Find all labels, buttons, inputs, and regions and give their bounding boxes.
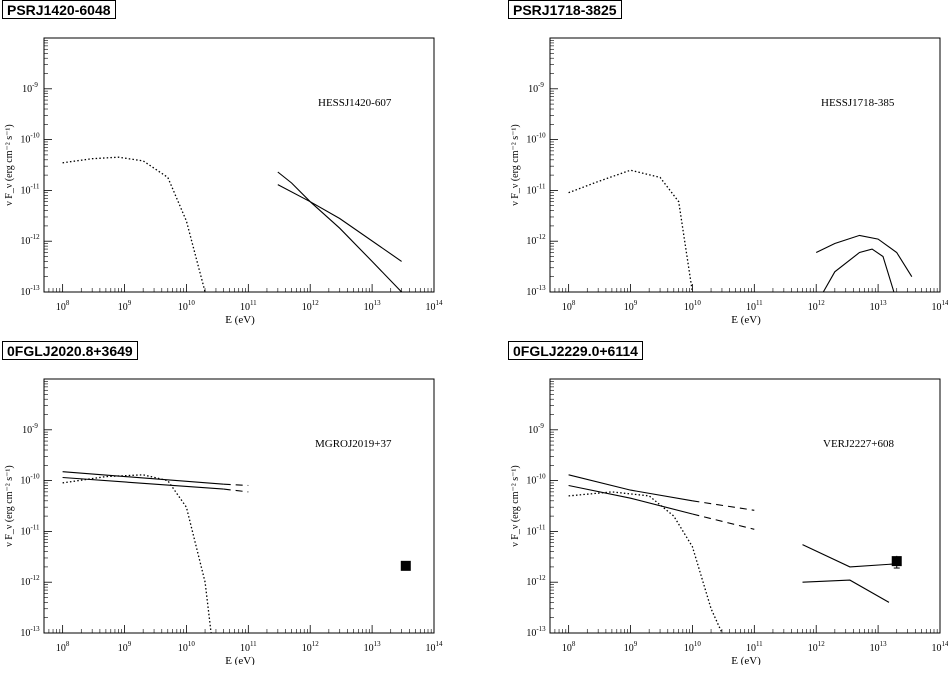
series-line-5 [63,475,212,633]
series-line-2 [816,235,912,276]
source-label: VERJ2227+608 [823,438,894,450]
x-tick-label: 1013 [364,640,382,654]
x-tick-label: 1012 [808,299,826,313]
y-axis-label: ν F_ν (erg cm⁻² s⁻¹) [510,124,521,206]
x-tick-label: 1012 [302,640,320,654]
sed-plot-4: 108 109 1010 1011 1012 1013 1014 10-13 10-12 10-1… [506,341,948,665]
y-tick-label: 10-13 [526,284,546,298]
x-tick-label: 1010 [684,640,702,654]
x-tick-label: 1012 [808,640,826,654]
x-tick-label: 1010 [684,299,702,313]
y-tick-label: 10-10 [526,132,546,146]
plot-frame [550,38,940,292]
y-tick-label: 10-10 [20,473,40,487]
y-tick-label: 10-11 [526,523,546,537]
chart-panel-4: 108 109 1010 1011 1012 1013 1014 10-13 10-12 10-1… [506,341,948,673]
y-tick-label: 10-10 [20,132,40,146]
y-tick-label: 10-13 [20,625,40,639]
series-line-5 [569,492,722,633]
y-tick-label: 10-11 [526,182,546,196]
x-tick-label: 1011 [746,640,763,654]
y-tick-label: 10-9 [528,81,544,95]
x-tick-label: 109 [624,640,638,654]
x-tick-label: 108 [56,640,70,654]
x-axis-label: E (eV) [225,655,255,665]
y-tick-label: 10-12 [526,233,546,247]
x-tick-label: 1010 [178,299,196,313]
sed-plot-3: 108 109 1010 1011 1012 1013 1014 10-13 10-12 10-1… [0,341,474,665]
series-line-3 [692,501,754,511]
x-axis-label: E (eV) [731,314,761,326]
x-tick-label: 1014 [932,640,948,654]
y-tick-label: 10-12 [526,574,546,588]
x-tick-label: 1013 [870,299,888,313]
y-tick-label: 10-13 [526,625,546,639]
x-tick-label: 1011 [746,299,763,313]
x-tick-label: 1011 [240,299,257,313]
x-tick-label: 109 [118,640,132,654]
x-tick-label: 1013 [364,299,382,313]
data-marker [892,556,902,566]
series-line-1 [63,472,224,485]
x-axis-label: E (eV) [731,655,761,665]
series-line-4 [224,489,249,492]
series-line-7 [803,580,890,602]
series-line-1 [569,475,693,501]
x-tick-label: 108 [562,299,576,313]
x-tick-label: 1010 [178,640,196,654]
series-line-1 [569,170,693,292]
series-line-2 [63,478,224,490]
source-label: HESSJ1420-607 [318,97,391,109]
x-axis-label: E (eV) [225,314,255,326]
series-line-6 [803,545,897,567]
x-tick-label: 1014 [426,299,444,313]
x-tick-label: 109 [118,299,132,313]
x-tick-label: 109 [624,299,638,313]
sed-plot-1: 108 109 1010 1011 1012 1013 1014 10-13 10-12 10-1… [0,0,474,332]
y-tick-label: 10-12 [20,574,40,588]
y-tick-label: 10-9 [22,81,38,95]
x-tick-label: 1014 [932,299,948,313]
panel-title: 0FGLJ2229.0+6114 [508,341,643,360]
y-tick-label: 10-11 [20,182,40,196]
y-axis-label: ν F_ν (erg cm⁻² s⁻¹) [4,465,15,547]
x-tick-label: 108 [56,299,70,313]
plot-frame [44,379,434,633]
source-label: MGROJ2019+37 [315,438,392,450]
chart-panel-3: 108 109 1010 1011 1012 1013 1014 10-13 10-12 10-1… [0,341,474,673]
series-line-3 [278,185,402,262]
plot-frame [550,379,940,633]
x-tick-label: 1011 [240,640,257,654]
x-tick-label: 108 [562,640,576,654]
series-line-2 [278,172,402,292]
source-label: HESSJ1718-385 [821,97,894,109]
series-line-3 [224,484,249,485]
y-axis-label: ν F_ν (erg cm⁻² s⁻¹) [510,465,521,547]
x-tick-label: 1014 [426,640,444,654]
panel-title: 0FGLJ2020.8+3649 [2,341,138,360]
panel-title: PSRJ1420-6048 [2,0,116,19]
series-line-1 [63,157,206,292]
y-tick-label: 10-9 [528,422,544,436]
chart-panel-1: 108 109 1010 1011 1012 1013 1014 10-13 10-12 10-1… [0,0,474,332]
series-line-3 [823,249,894,292]
data-marker [401,561,411,571]
y-tick-label: 10-9 [22,422,38,436]
series-line-4 [692,514,754,529]
chart-panel-2: 108 109 1010 1011 1012 1013 1014 10-13 10-12 10-1… [506,0,948,332]
sed-plot-2: 108 109 1010 1011 1012 1013 1014 10-13 10-12 10-1… [506,0,948,332]
y-tick-label: 10-12 [20,233,40,247]
y-axis-label: ν F_ν (erg cm⁻² s⁻¹) [4,124,15,206]
y-tick-label: 10-13 [20,284,40,298]
x-tick-label: 1013 [870,640,888,654]
panel-title: PSRJ1718-3825 [508,0,622,19]
y-tick-label: 10-11 [20,523,40,537]
y-tick-label: 10-10 [526,473,546,487]
plot-frame [44,38,434,292]
x-tick-label: 1012 [302,299,320,313]
